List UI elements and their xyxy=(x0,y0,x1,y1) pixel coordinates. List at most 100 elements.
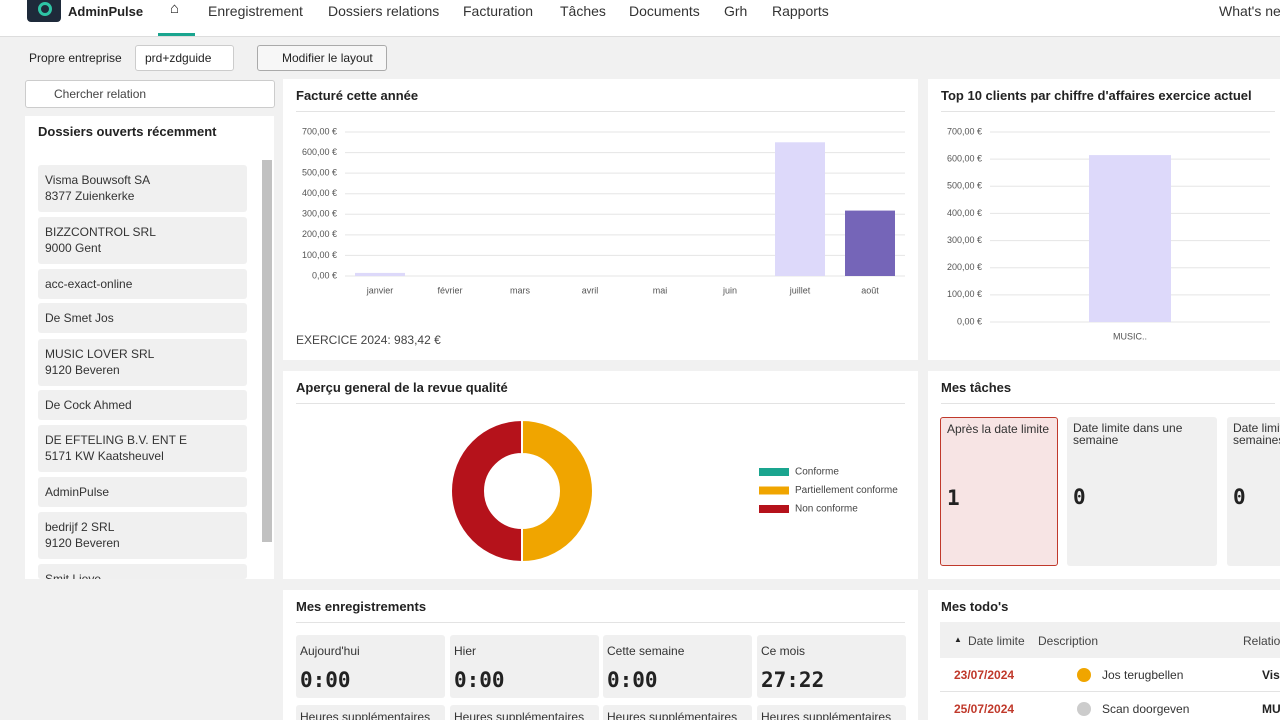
relation-item[interactable]: acc-exact-online xyxy=(38,269,247,299)
todo-date[interactable]: 23/07/2024 xyxy=(954,668,1015,682)
todo-date[interactable]: 25/07/2024 xyxy=(954,702,1015,716)
sidebar-title: Dossiers ouverts récemment xyxy=(38,124,217,139)
record-label: Aujourd'hui xyxy=(300,644,360,658)
todo-relation[interactable]: MUSIC LOVER SRL xyxy=(1262,702,1280,716)
panel xyxy=(928,79,1280,360)
relation-item[interactable]: MUSIC LOVER SRL 9120 Beveren xyxy=(38,339,247,386)
divider xyxy=(296,622,905,623)
panel xyxy=(283,79,918,360)
relation-name: AdminPulse xyxy=(45,485,110,499)
task-card[interactable]: Après la date limite 1 xyxy=(940,417,1058,566)
search-box[interactable]: Chercher relation xyxy=(25,80,275,108)
record-card: Ce mois 27:22 xyxy=(757,635,906,698)
column-header[interactable]: Description xyxy=(1038,634,1099,648)
company-select[interactable]: prd+zdguide xyxy=(135,45,234,71)
panel-title: Mes todo's xyxy=(941,599,1009,614)
task-card[interactable]: Date limite dans une semaine 0 xyxy=(1067,417,1217,566)
scrollbar xyxy=(262,160,272,542)
todo-relation[interactable]: Visma Bouwsoft SA xyxy=(1262,668,1280,682)
relation-address: 5171 KW Kaatsheuvel xyxy=(45,449,164,463)
relation-item[interactable]: De Cock Ahmed xyxy=(38,390,247,420)
billed-footer: EXERCICE 2024: 983,42 € xyxy=(296,333,441,347)
relation-item[interactable]: BIZZCONTROL SRL 9000 Gent xyxy=(38,217,247,264)
relation-item[interactable]: AdminPulse xyxy=(38,477,247,507)
relation-address: 8377 Zuienkerke xyxy=(45,189,135,203)
record-extra: Heures supplémentaires xyxy=(454,710,585,720)
relation-name: BIZZCONTROL SRL xyxy=(45,225,156,239)
record-label: Ce mois xyxy=(761,644,806,658)
task-count: 1 xyxy=(947,486,960,510)
record-value: 0:00 xyxy=(300,668,351,692)
todo-description[interactable]: Scan doorgeven xyxy=(1102,702,1190,716)
relation-name: acc-exact-online xyxy=(45,277,133,291)
divider xyxy=(941,111,1275,112)
divider xyxy=(296,403,905,404)
top-nav xyxy=(0,0,1280,37)
record-card: Heures supplémentaires xyxy=(603,705,752,720)
relation-item[interactable]: Visma Bouwsoft SA 8377 Zuienkerke xyxy=(38,165,247,212)
home-underline xyxy=(158,33,195,36)
nav-item[interactable]: Dossiers relations xyxy=(328,3,440,19)
relation-item[interactable]: Smit Lieve xyxy=(38,564,247,579)
todo-description[interactable]: Jos terugbellen xyxy=(1102,668,1184,682)
relation-item[interactable]: De Smet Jos xyxy=(38,303,247,333)
status-dot xyxy=(1077,668,1091,682)
task-card[interactable]: Date limite dans deux semaines 0 xyxy=(1227,417,1280,566)
record-label: Cette semaine xyxy=(607,644,685,658)
relation-name: De Cock Ahmed xyxy=(45,398,132,412)
sort-arrow: ▲ xyxy=(954,635,962,644)
task-label: Date limite dans une semaine xyxy=(1073,421,1183,447)
panel-title: Aperçu general de la revue qualité xyxy=(296,380,508,395)
relation-name: Smit Lieve xyxy=(45,572,102,579)
relation-name: De Smet Jos xyxy=(45,311,114,325)
record-card: Cette semaine 0:00 xyxy=(603,635,752,698)
panel xyxy=(283,371,918,579)
nav-item[interactable]: Rapports xyxy=(772,3,829,19)
task-label: Date limite dans deux semaines xyxy=(1233,421,1280,447)
relation-address: 9000 Gent xyxy=(45,241,102,255)
relation-name: MUSIC LOVER SRL xyxy=(45,347,155,361)
record-card: Aujourd'hui 0:00 xyxy=(296,635,445,698)
record-extra: Heures supplémentaires xyxy=(300,710,431,720)
record-card: Heures supplémentaires xyxy=(757,705,906,720)
home-icon[interactable]: ⌂ xyxy=(170,0,180,17)
nav-item[interactable]: Tâches xyxy=(560,3,606,19)
task-count: 0 xyxy=(1233,485,1246,509)
panel-title: Mes enregistrements xyxy=(296,599,427,614)
record-card: Heures supplémentaires xyxy=(296,705,445,720)
whats-new[interactable]: What's new xyxy=(1219,3,1280,19)
record-extra: Heures supplémentaires xyxy=(761,710,892,720)
company-label: Propre entreprise xyxy=(29,51,122,65)
relation-item[interactable]: bedrijf 2 SRL 9120 Beveren xyxy=(38,512,247,559)
divider xyxy=(941,403,1275,404)
divider xyxy=(296,111,905,112)
nav-item[interactable]: Facturation xyxy=(463,3,534,19)
record-card: Hier 0:00 xyxy=(450,635,599,698)
panel-title: Top 10 clients par chiffre d'affaires ex… xyxy=(941,88,1252,103)
nav-item[interactable]: Enregistrement xyxy=(208,3,303,19)
nav-item[interactable]: Grh xyxy=(724,3,748,19)
record-value: 0:00 xyxy=(607,668,658,692)
record-value: 27:22 xyxy=(761,668,825,692)
record-value: 0:00 xyxy=(454,668,505,692)
nav-item[interactable]: Documents xyxy=(629,3,700,19)
relation-name: bedrijf 2 SRL xyxy=(45,520,115,534)
task-label: Après la date limite xyxy=(947,422,1050,436)
row-line xyxy=(940,691,1280,692)
todo-header xyxy=(940,622,1280,658)
relation-address: 9120 Beveren xyxy=(45,536,120,550)
status-dot xyxy=(1077,702,1091,716)
column-header[interactable]: Date limite xyxy=(968,634,1025,648)
panel-title: Mes tâches xyxy=(941,380,1012,395)
relation-item[interactable]: DE EFTELING B.V. ENT E 5171 KW Kaatsheuve… xyxy=(38,425,247,472)
logo-dot xyxy=(38,2,52,16)
relation-name: Visma Bouwsoft SA xyxy=(45,173,151,187)
record-label: Hier xyxy=(454,644,477,658)
relation-address: 9120 Beveren xyxy=(45,363,120,377)
column-header[interactable]: Relation xyxy=(1243,634,1280,648)
relation-name: DE EFTELING B.V. ENT E xyxy=(45,433,188,447)
panel-title: Facturé cette année xyxy=(296,88,419,103)
task-count: 0 xyxy=(1073,485,1086,509)
layout-button[interactable]: Modifier le layout xyxy=(257,45,387,71)
